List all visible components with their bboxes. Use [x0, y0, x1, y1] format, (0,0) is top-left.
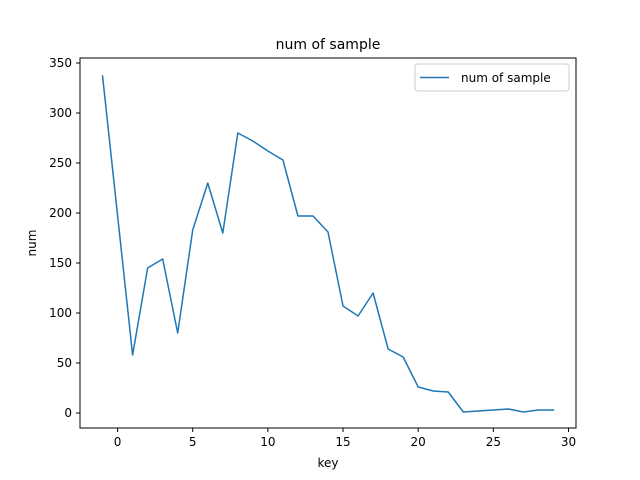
y-axis-label: num [25, 230, 39, 257]
y-tick-label: 350 [49, 56, 72, 70]
y-tick-label: 300 [49, 106, 72, 120]
y-tick-label: 50 [57, 356, 72, 370]
x-tick-label: 15 [335, 435, 350, 449]
x-tick-label: 25 [486, 435, 501, 449]
plot-frame [79, 57, 577, 429]
x-tick-label: 0 [114, 435, 122, 449]
legend-series-label: num of sample [461, 71, 551, 85]
chart-title: num of sample [276, 37, 381, 53]
x-tick-label: 10 [260, 435, 275, 449]
series-line-num-of-sample [101, 75, 555, 413]
legend-box [414, 63, 570, 92]
y-tick-label: 150 [49, 256, 72, 270]
legend: num of sample [414, 63, 570, 92]
y-axis-ticks: 0 50 100 150 200 250 300 350 [49, 56, 80, 420]
y-tick-label: 250 [49, 156, 72, 170]
y-tick-label: 100 [49, 306, 72, 320]
x-tick-label: 20 [411, 435, 426, 449]
plot-area: 0 5 10 15 20 25 30 0 50 100 150 200 250 300 350 [49, 56, 577, 449]
y-tick-label: 0 [64, 406, 72, 420]
x-tick-label: 30 [561, 435, 576, 449]
x-axis-ticks: 0 5 10 15 20 25 30 [114, 428, 576, 449]
series-layer [101, 75, 555, 413]
y-tick-label: 200 [49, 206, 72, 220]
x-axis-label: key [317, 456, 338, 470]
x-tick-label: 5 [189, 435, 197, 449]
